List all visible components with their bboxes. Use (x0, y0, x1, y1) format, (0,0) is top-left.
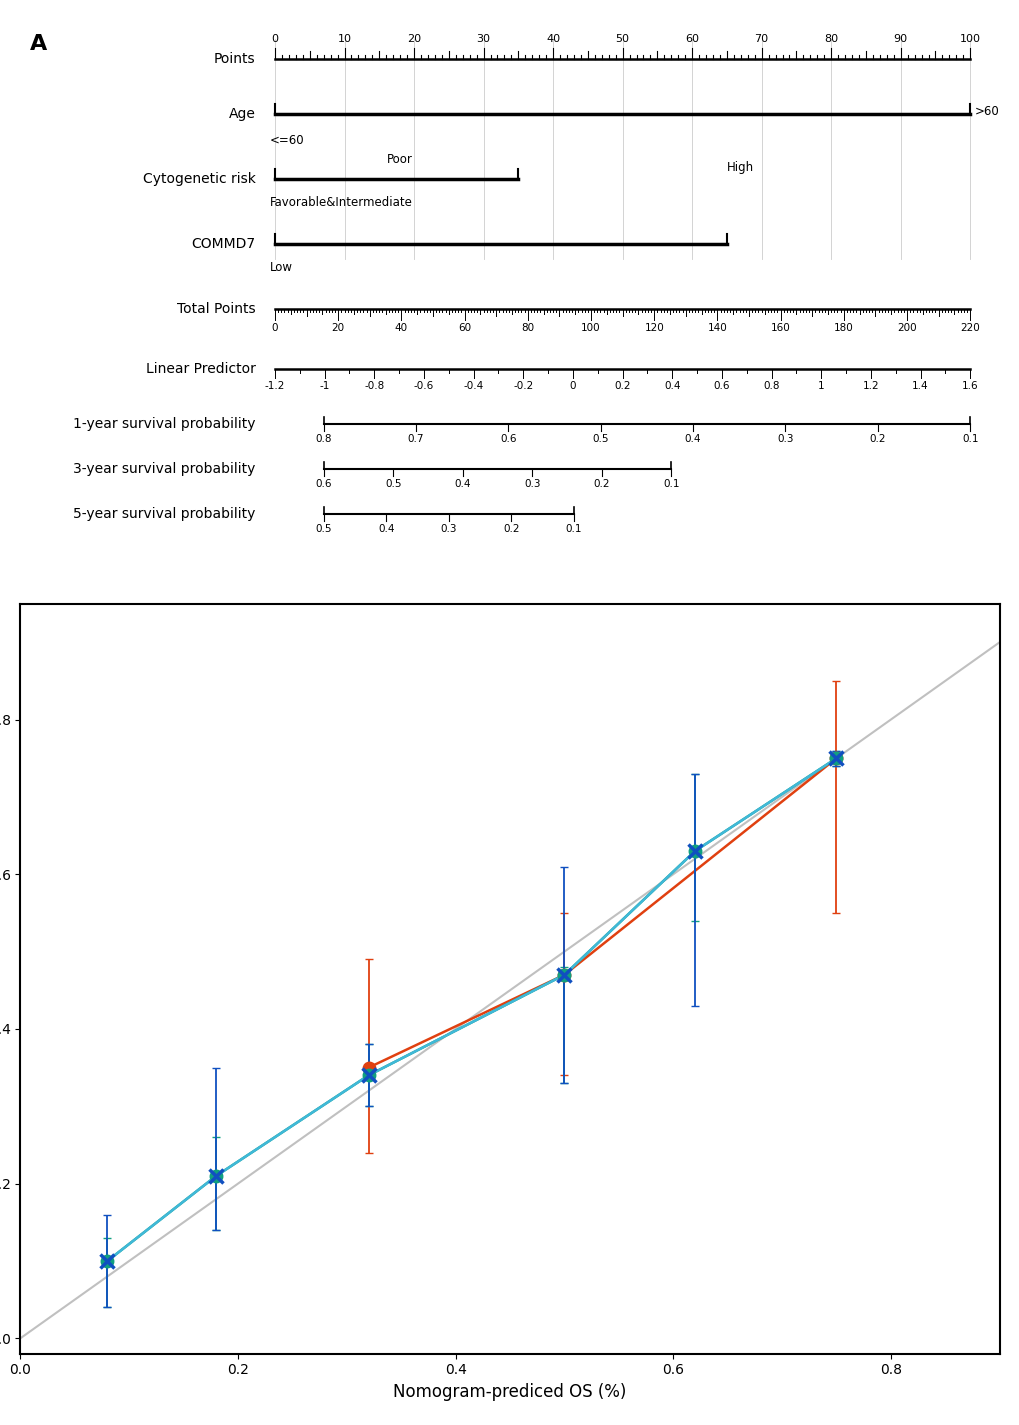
Text: 80: 80 (823, 34, 838, 44)
Text: A: A (31, 34, 48, 54)
Text: 70: 70 (754, 34, 768, 44)
Text: 160: 160 (770, 322, 790, 332)
Text: COMMD7: COMMD7 (192, 237, 255, 251)
Text: <=60: <=60 (270, 134, 305, 147)
Text: 200: 200 (897, 322, 916, 332)
Text: 3-year survival probability: 3-year survival probability (73, 462, 255, 476)
Text: 20: 20 (407, 34, 421, 44)
Text: 40: 40 (394, 322, 408, 332)
Text: 20: 20 (331, 322, 344, 332)
Text: 0.1: 0.1 (662, 479, 679, 489)
Text: 0.3: 0.3 (440, 523, 457, 533)
Text: 120: 120 (644, 322, 663, 332)
Text: 0.4: 0.4 (663, 380, 680, 390)
Text: 0.2: 0.2 (593, 479, 609, 489)
Text: >60: >60 (974, 104, 999, 117)
Text: -0.2: -0.2 (513, 380, 533, 390)
Text: 0.4: 0.4 (378, 523, 394, 533)
Text: 0: 0 (271, 322, 278, 332)
Text: 50: 50 (615, 34, 629, 44)
Text: Favorable&Intermediate: Favorable&Intermediate (270, 197, 413, 209)
Text: Poor: Poor (387, 152, 413, 167)
Text: 0.2: 0.2 (502, 523, 519, 533)
Text: 180: 180 (834, 322, 853, 332)
Text: 0.6: 0.6 (713, 380, 730, 390)
Text: 0.2: 0.2 (613, 380, 630, 390)
Text: Age: Age (228, 107, 255, 121)
Text: 0.3: 0.3 (524, 479, 540, 489)
X-axis label: Nomogram-prediced OS (%): Nomogram-prediced OS (%) (393, 1384, 626, 1401)
Text: 90: 90 (893, 34, 907, 44)
Text: -1.2: -1.2 (265, 380, 285, 390)
Text: 0.1: 0.1 (961, 433, 977, 443)
Text: 0.4: 0.4 (454, 479, 471, 489)
Text: 0.6: 0.6 (499, 433, 517, 443)
Text: 1-year survival probability: 1-year survival probability (72, 416, 255, 430)
Text: Low: Low (270, 261, 292, 274)
Text: 0.3: 0.3 (776, 433, 793, 443)
Text: Linear Predictor: Linear Predictor (146, 362, 255, 376)
Text: 30: 30 (476, 34, 490, 44)
Text: Cytogenetic risk: Cytogenetic risk (143, 171, 255, 185)
Text: -1: -1 (319, 380, 329, 390)
Text: 0.4: 0.4 (684, 433, 701, 443)
Text: 0.8: 0.8 (762, 380, 780, 390)
Text: 0.5: 0.5 (384, 479, 401, 489)
Text: 1.2: 1.2 (862, 380, 878, 390)
Text: 0.7: 0.7 (408, 433, 424, 443)
Text: 40: 40 (545, 34, 559, 44)
Text: 0.1: 0.1 (566, 523, 582, 533)
Text: 0.8: 0.8 (315, 433, 331, 443)
Text: 0: 0 (570, 380, 576, 390)
Text: 0.5: 0.5 (315, 523, 331, 533)
Text: Total Points: Total Points (176, 302, 255, 315)
Text: High: High (727, 161, 753, 174)
Text: 5-year survival probability: 5-year survival probability (73, 507, 255, 520)
Text: 1.6: 1.6 (961, 380, 977, 390)
Text: 80: 80 (521, 322, 534, 332)
Text: 0.2: 0.2 (869, 433, 886, 443)
Text: 100: 100 (959, 34, 979, 44)
Text: 1: 1 (817, 380, 823, 390)
Text: -0.6: -0.6 (414, 380, 434, 390)
Text: 10: 10 (337, 34, 352, 44)
Text: 60: 60 (458, 322, 471, 332)
Text: -0.8: -0.8 (364, 380, 384, 390)
Text: 220: 220 (960, 322, 979, 332)
Text: 100: 100 (581, 322, 600, 332)
Text: 140: 140 (707, 322, 727, 332)
Text: 0.6: 0.6 (315, 479, 331, 489)
Text: 1.4: 1.4 (911, 380, 928, 390)
Text: 0.5: 0.5 (592, 433, 608, 443)
Text: -0.4: -0.4 (463, 380, 483, 390)
Text: 60: 60 (685, 34, 698, 44)
Text: 0: 0 (271, 34, 278, 44)
Text: Points: Points (214, 51, 255, 66)
